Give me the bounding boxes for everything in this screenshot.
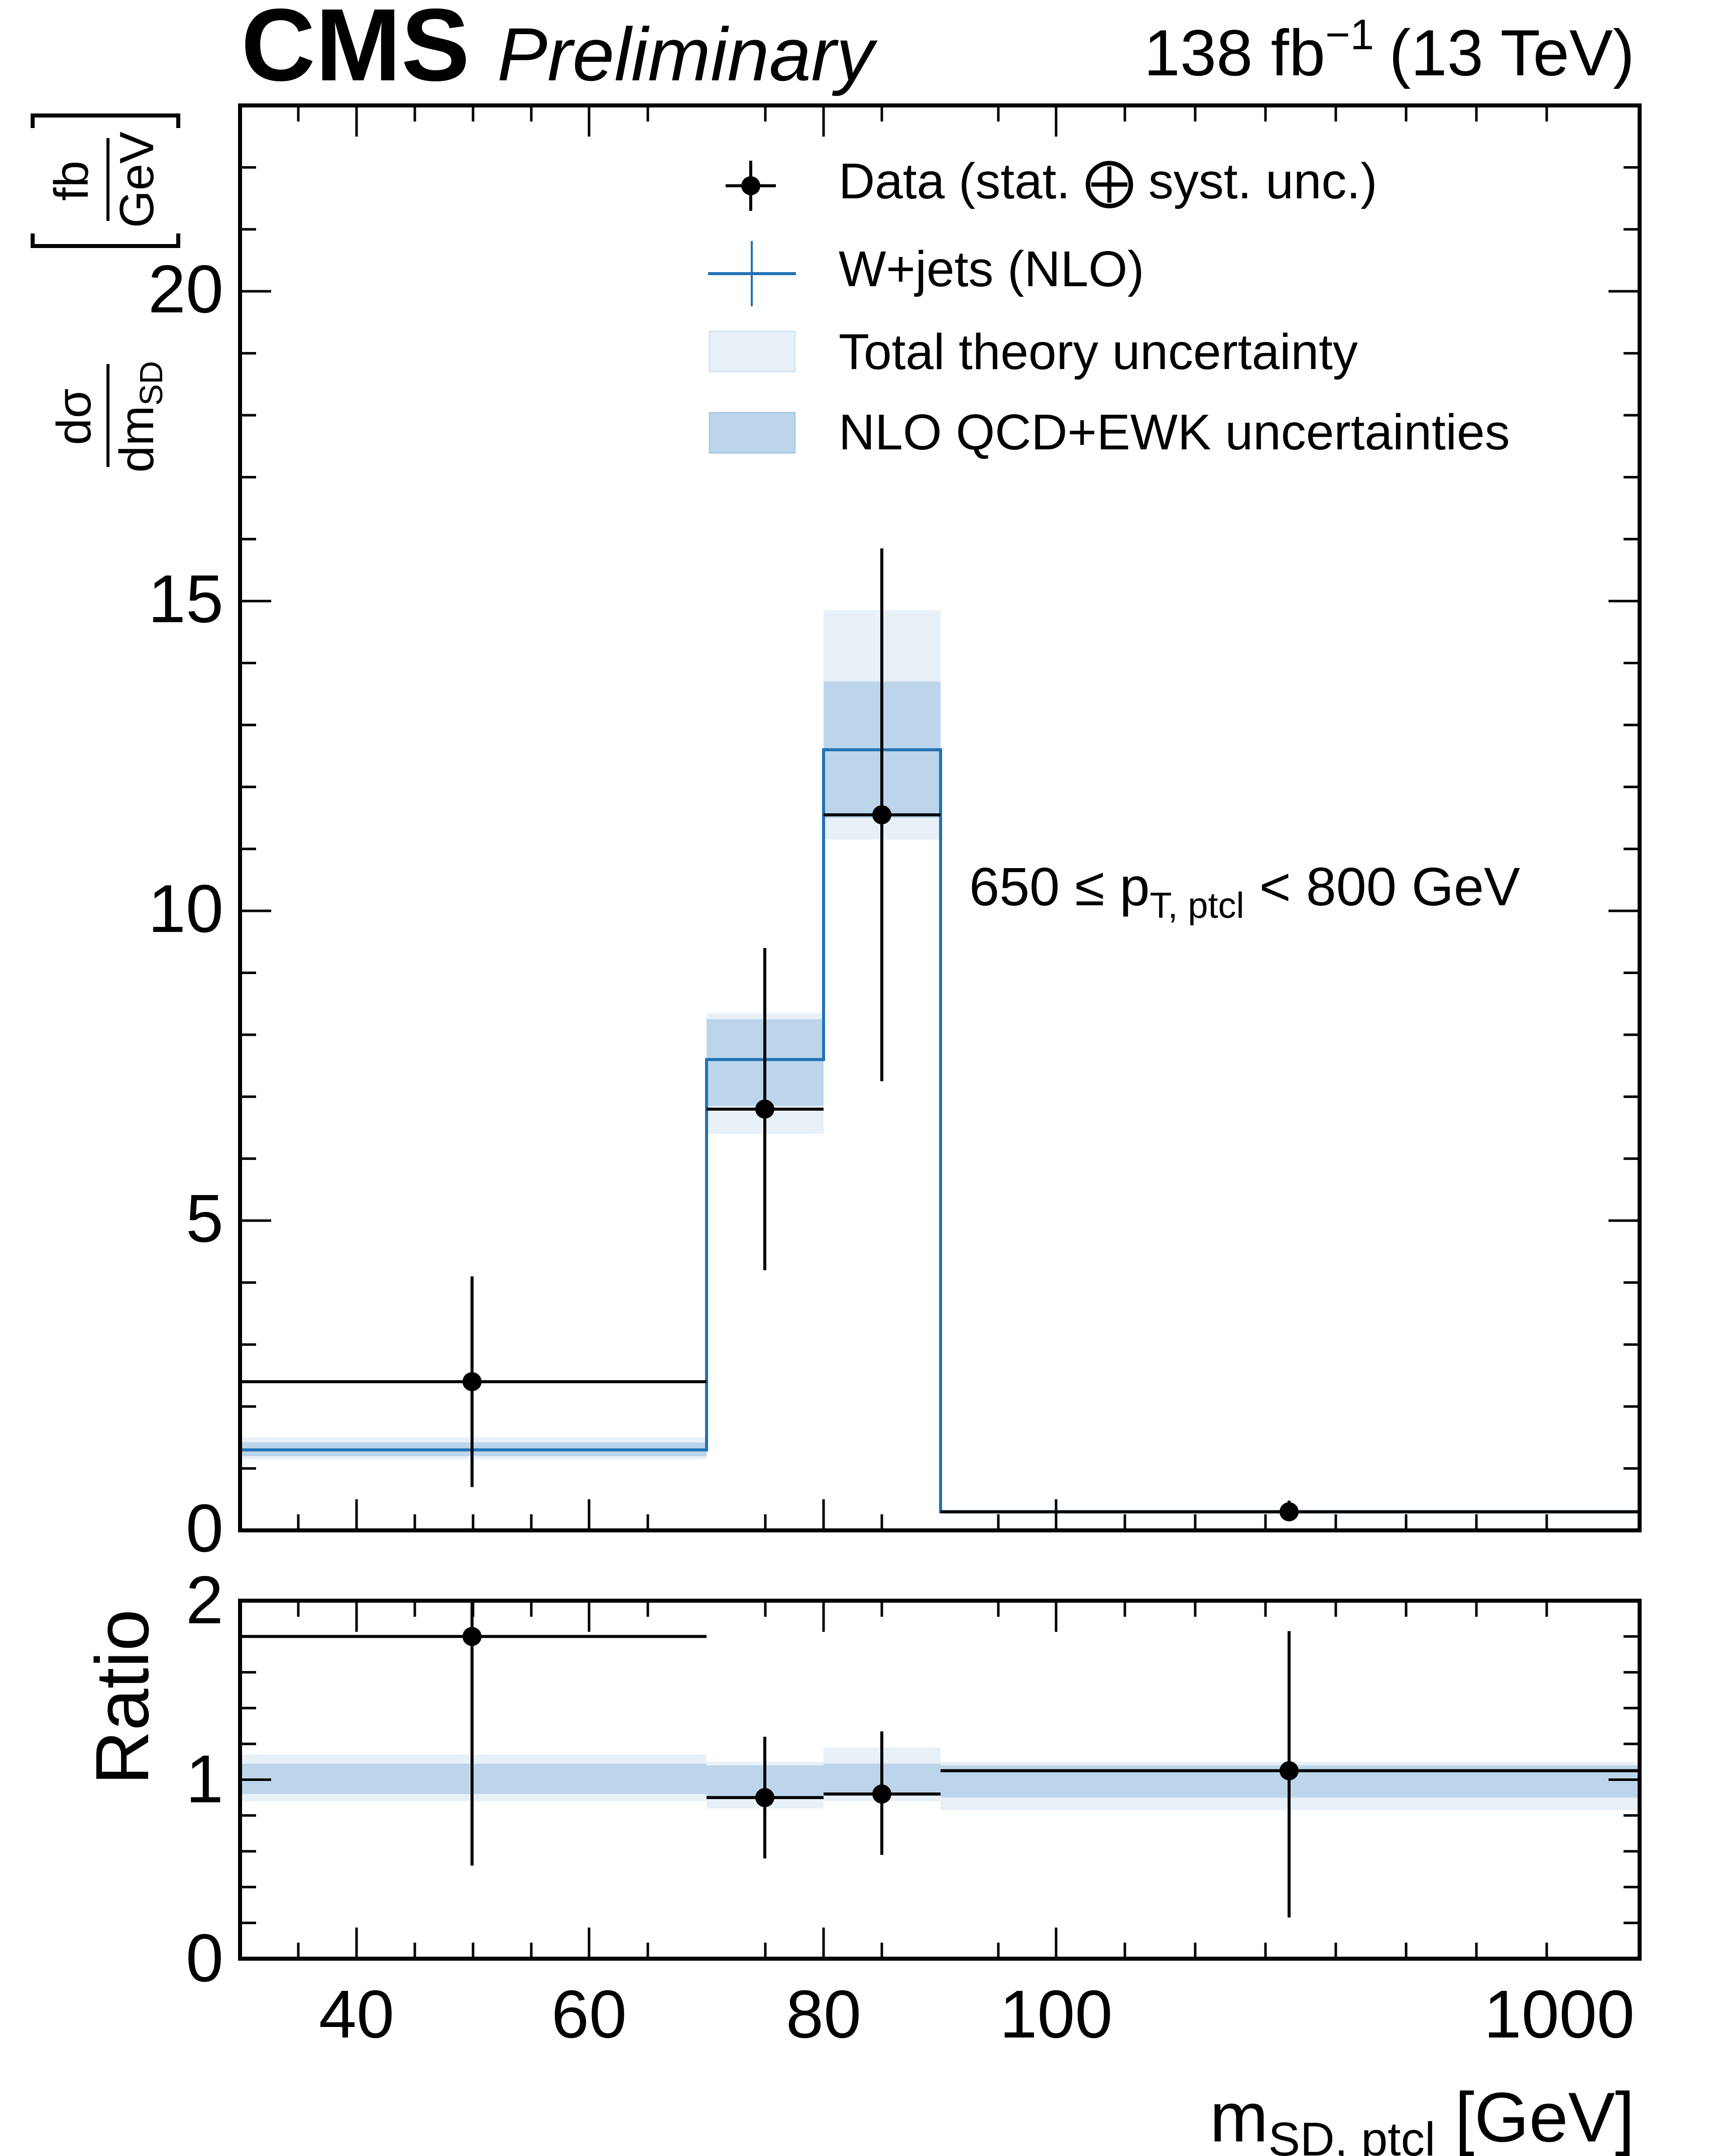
x-axis-title: mSD, ptcl [GeV] — [1210, 2078, 1635, 2156]
main-frame — [238, 103, 1642, 1532]
ratio-data-point-2 — [872, 1784, 891, 1804]
lumi-exponent: −1 — [1325, 11, 1374, 59]
ratio-bands — [240, 1747, 1640, 1811]
ylabel-numerator: dσ — [47, 389, 101, 445]
main-data-point-0 — [463, 1372, 482, 1391]
ratio-ytick-label-0: 0 — [186, 1920, 223, 1996]
ratio-ticks — [240, 1599, 1641, 1960]
legend-label-nlo: NLO QCD+EWK uncertainties — [839, 404, 1510, 460]
x-axis-title-sub: SD, ptcl — [1268, 2113, 1436, 2156]
xtick-label-60: 60 — [551, 1976, 627, 2052]
main-data-point-3 — [1280, 1502, 1299, 1521]
main-ytick-label-20: 20 — [148, 251, 223, 327]
pt-range-prefix: 650 ≤ p — [969, 856, 1150, 917]
wjets-prediction-line — [240, 748, 1640, 1513]
experiment-label: CMS — [241, 0, 470, 102]
main-ticks — [240, 104, 1641, 1532]
main-ytick-label-10: 10 — [148, 871, 223, 946]
ratio-ytick-label-1: 1 — [186, 1741, 223, 1817]
legend-label-data: Data (stat. ⨁ syst. unc.) — [839, 153, 1377, 209]
ratio-data-point-1 — [755, 1788, 774, 1808]
legend-entry-data: Data (stat. ⨁ syst. unc.) — [726, 153, 1377, 211]
xtick-labels: 40 60 80 100 1000 — [319, 1976, 1635, 2052]
status-label: Preliminary — [497, 12, 878, 96]
ylabel-denominator: dmSD — [110, 361, 169, 472]
ratio-ylabel: Ratio — [80, 1609, 164, 1785]
pt-range-sub: T, ptcl — [1150, 886, 1244, 926]
ratio-data — [240, 1601, 1640, 1918]
main-ytick-label-5: 5 — [186, 1180, 223, 1256]
main-ytick-labels: 0 5 10 15 20 — [148, 251, 223, 1566]
xtick-label-100: 100 — [999, 1976, 1112, 2052]
lumi-label: 138 fb−1 (13 TeV) — [1144, 11, 1635, 89]
ratio-ytick-label-2: 2 — [186, 1562, 223, 1638]
legend-entry-total-band: Total theory uncertainty — [709, 324, 1358, 380]
main-ylabel: dσ dmSD fb GeV — [31, 113, 180, 472]
ratio-ytick-labels: 0 1 2 — [186, 1562, 223, 1996]
main-ytick-label-15: 15 — [148, 561, 223, 637]
ylabel-unit-denominator: GeV — [110, 132, 164, 228]
xtick-label-1000: 1000 — [1484, 1976, 1635, 2052]
xtick-label-80: 80 — [786, 1976, 861, 2052]
lumi-value: 138 fb — [1144, 16, 1325, 89]
legend-data-marker — [741, 176, 760, 195]
x-axis-title-main: m — [1210, 2078, 1268, 2156]
main-data-point-2 — [872, 805, 891, 824]
ylabel-bracket-left — [31, 233, 180, 248]
pt-range-annotation: 650 ≤ pT, ptcl < 800 GeV — [969, 856, 1520, 926]
ratio-frame — [238, 1599, 1642, 1961]
legend-label-total: Total theory uncertainty — [839, 324, 1358, 380]
ylabel-denominator-main: dm — [110, 406, 164, 472]
main-data-point-1 — [755, 1099, 774, 1119]
pt-range-suffix: < 800 GeV — [1244, 856, 1520, 917]
legend-entry-wjets: W+jets (NLO) — [708, 241, 1144, 306]
legend-label-wjets: W+jets (NLO) — [839, 241, 1144, 297]
ratio-data-point-0 — [463, 1627, 482, 1646]
energy-label: (13 TeV) — [1389, 16, 1635, 89]
ratio-panel: 0 1 2 40 60 80 100 1000 Ratio mSD, ptcl [GeV] — [80, 1562, 1642, 2156]
ylabel-unit-numerator: fb — [45, 161, 98, 201]
main-data — [240, 548, 1640, 1521]
ylabel-denominator-sub: SD — [133, 361, 169, 406]
main-ytick-label-0: 0 — [186, 1490, 223, 1566]
xtick-label-40: 40 — [319, 1976, 394, 2052]
x-axis-title-unit: [GeV] — [1435, 2078, 1635, 2156]
legend-nlo-swatch — [709, 412, 796, 454]
ylabel-bracket-right — [31, 113, 180, 128]
main-prediction — [240, 748, 1640, 1513]
main-panel: 0 5 10 15 20 Data (stat. ⨁ syst. unc.) W+jet… — [31, 103, 1642, 1566]
legend-entry-nlo-band: NLO QCD+EWK uncertainties — [709, 404, 1510, 460]
legend-total-swatch — [709, 330, 796, 373]
legend: Data (stat. ⨁ syst. unc.) W+jets (NLO) T… — [708, 153, 1510, 460]
ratio-data-point-3 — [1280, 1761, 1299, 1780]
